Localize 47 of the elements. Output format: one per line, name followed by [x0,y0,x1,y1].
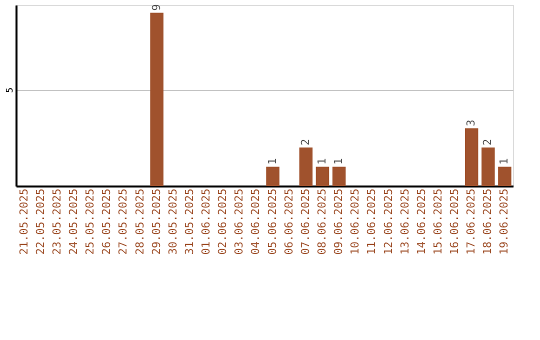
x-tick-label: 09.06.2025 [332,188,346,255]
data-label: 1 [315,158,328,165]
x-tick-label: 17.06.2025 [464,188,478,255]
bar [332,166,346,186]
x-tick-label: 29.05.2025 [150,188,163,255]
x-tick-label: 01.06.2025 [200,188,213,255]
x-tick-label: 25.05.2025 [84,188,97,255]
x-tick-label: 02.06.2025 [216,188,230,255]
x-tick-label: 27.05.2025 [116,188,130,255]
x-tick-label: 07.06.2025 [298,188,312,255]
bar [482,147,495,186]
x-tick-label: 28.05.2025 [133,188,146,255]
y-tick-label: 5 [6,88,16,93]
data-label: 9 [150,4,163,11]
data-label: 3 [464,120,478,126]
data-label: 2 [298,138,312,146]
x-tick-label: 24.05.2025 [66,188,80,255]
x-tick-label: 03.06.2025 [232,188,246,255]
data-label: 1 [266,158,279,165]
x-tick-label: 22.05.2025 [34,188,47,255]
bar [150,12,164,186]
x-tick-label: 05.06.2025 [266,188,279,255]
x-tick-label: 19.06.2025 [498,188,511,255]
data-label: 1 [332,158,346,165]
x-tick-label: 30.05.2025 [166,188,180,255]
bar [266,166,280,186]
data-label: 1 [498,158,511,165]
x-tick-label: 10.06.2025 [348,188,362,255]
x-tick-label: 04.06.2025 [249,188,262,255]
x-tick-label: 26.05.2025 [100,188,114,255]
x-tick-label: 14.06.2025 [414,188,428,255]
x-tick-label: 16.06.2025 [448,188,462,255]
x-tick-label: 23.05.2025 [50,188,64,255]
x-tick-label: 13.06.2025 [398,188,412,255]
x-tick-label: 06.06.2025 [282,188,296,255]
bar [464,128,478,186]
x-tick-label: 12.06.2025 [382,188,395,255]
x-tick-label: 11.06.2025 [365,188,378,255]
bar [299,147,313,186]
x-tick-label: 15.06.2025 [431,188,444,255]
x-tick-label: 31.05.2025 [182,188,196,255]
x-tick-label: 08.06.2025 [315,188,328,255]
x-tick-label: 21.05.2025 [17,188,30,255]
bar [498,166,512,186]
data-label: 2 [481,138,494,146]
x-tick-label: 18.06.2025 [481,188,494,255]
bar [316,166,330,186]
